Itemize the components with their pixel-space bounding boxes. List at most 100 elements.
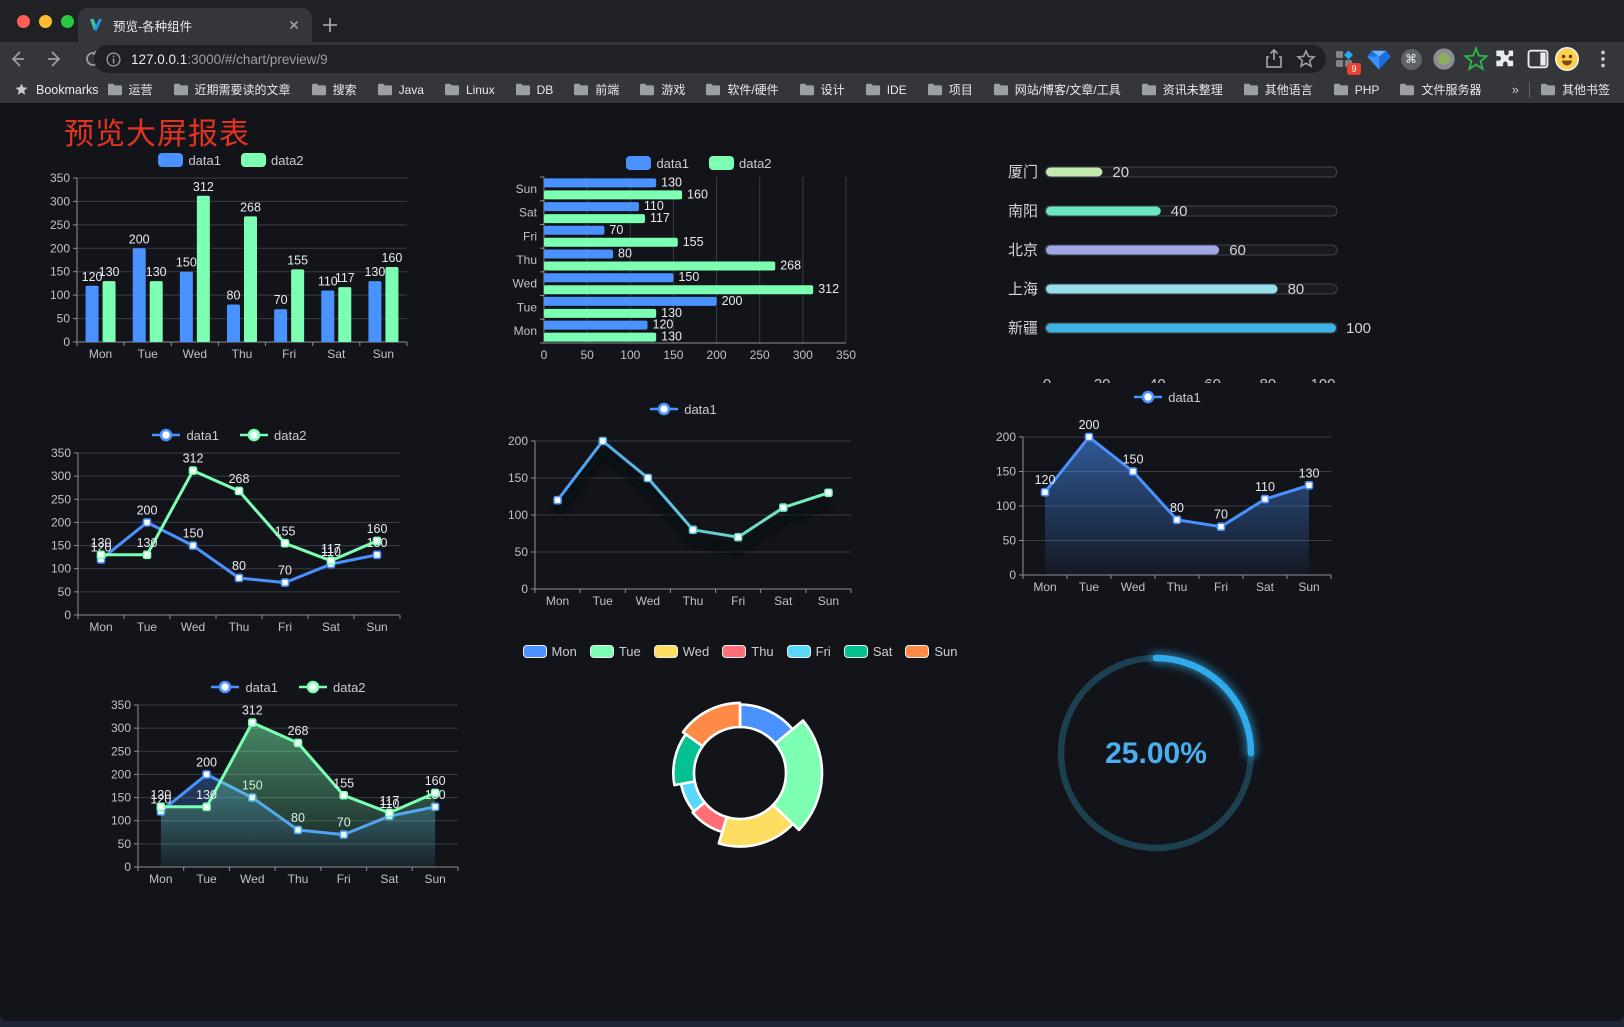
browser-tab[interactable]: 预览-各种组件	[78, 8, 312, 42]
bookmark-folder[interactable]: 网站/博客/文章/工具	[993, 81, 1121, 98]
bookmarks-star-icon[interactable]	[14, 82, 29, 97]
legend-item-data1[interactable]: data1	[626, 156, 689, 171]
legend-item-Sun[interactable]: Sun	[905, 644, 957, 659]
svg-text:50: 50	[515, 545, 529, 559]
legend-item-Sat[interactable]: Sat	[843, 644, 892, 659]
svg-text:Thu: Thu	[1167, 580, 1188, 594]
svg-text:150: 150	[1123, 453, 1144, 467]
legend-item-Fri[interactable]: Fri	[786, 644, 831, 659]
legend-item-Tue[interactable]: Tue	[589, 644, 641, 659]
bookmark-folder[interactable]: 前端	[573, 81, 619, 98]
legend-item-data2[interactable]: data2	[241, 153, 304, 168]
svg-text:200: 200	[51, 515, 71, 529]
tab-groups-extension-icon[interactable]: 9	[1331, 46, 1361, 75]
back-icon[interactable]	[6, 47, 28, 71]
bookmark-folder[interactable]: 搜索	[311, 81, 357, 98]
rose-donut-plot	[672, 701, 824, 848]
svg-text:50: 50	[58, 585, 72, 599]
new-tab-button[interactable]	[318, 13, 342, 37]
bookmark-folder[interactable]: 项目	[927, 81, 973, 98]
svg-text:20: 20	[1112, 164, 1129, 181]
bookmark-folder[interactable]: 文件服务器	[1399, 81, 1481, 98]
svg-text:Sun: Sun	[516, 182, 537, 196]
svg-text:150: 150	[508, 471, 528, 485]
legend-swatch	[522, 644, 547, 658]
svg-text:130: 130	[1299, 466, 1320, 480]
extensions-puzzle-icon[interactable]	[1493, 46, 1519, 72]
line-chart-two-series: data1 data2 0 50 100 150 200 250 300 350 Mon Tue Wed…	[46, 425, 412, 637]
svg-text:Mon: Mon	[546, 594, 569, 608]
legend-item-data1[interactable]: data1	[210, 680, 278, 695]
legend-item-data1[interactable]: data1	[1133, 390, 1201, 405]
svg-text:130: 130	[91, 536, 112, 550]
minimize-window-button[interactable]	[39, 15, 52, 28]
bookmark-folder-label: 运营	[128, 83, 153, 97]
svg-text:Tue: Tue	[517, 300, 538, 314]
bookmarks-overflow-chevron[interactable]: »	[1511, 82, 1519, 97]
svg-text:130: 130	[661, 330, 682, 344]
legend-line-marker	[152, 428, 181, 442]
other-bookmarks-folder[interactable]: 其他书签	[1540, 81, 1610, 98]
tab-close-icon[interactable]	[286, 17, 302, 33]
line-series-data1	[553, 436, 833, 553]
svg-text:250: 250	[750, 348, 770, 362]
bookmark-folder[interactable]: 运营	[107, 81, 153, 98]
bookmark-folder[interactable]: 其他语言	[1243, 81, 1313, 98]
svg-text:130: 130	[150, 788, 171, 802]
browser-menu-icon[interactable]	[1590, 46, 1616, 72]
bookmark-folder[interactable]: Java	[377, 83, 424, 97]
bookmark-folder-label: 其他语言	[1264, 83, 1313, 97]
bookmark-folder[interactable]: IDE	[865, 83, 907, 97]
bookmark-folder-label: 项目	[948, 83, 973, 97]
area-two-series-plot: 0 50 100 150 200 250 300 350 Mon Tue Wed Thu Fri Sat S…	[111, 698, 459, 886]
bookmark-star-icon[interactable]	[1294, 47, 1318, 71]
svg-text:155: 155	[287, 253, 308, 267]
legend-item-data1[interactable]: data1	[158, 153, 221, 168]
legend-item-Mon[interactable]: Mon	[522, 644, 577, 659]
legend-item-data1[interactable]: data1	[151, 428, 219, 443]
bookmark-folder[interactable]: 游戏	[639, 81, 685, 98]
legend-item-data2[interactable]: data2	[298, 680, 366, 695]
bookmark-folder[interactable]: 近期需要读的文章	[173, 81, 291, 98]
svg-text:312: 312	[183, 452, 204, 466]
forward-icon[interactable]	[44, 47, 66, 71]
legend-swatch	[905, 644, 930, 658]
legend-item-data2[interactable]: data2	[709, 156, 772, 171]
bookmark-folder-label: 设计	[820, 83, 845, 97]
bookmark-folder[interactable]: 资讯未整理	[1141, 81, 1223, 98]
legend-label: data1	[186, 427, 219, 443]
site-info-icon[interactable]	[106, 51, 121, 67]
folder-icon	[706, 83, 721, 96]
svg-text:50: 50	[57, 312, 71, 326]
folder-icon	[574, 83, 589, 96]
folder-icon	[799, 83, 814, 96]
command-extension-icon[interactable]: ⌘	[1398, 46, 1424, 72]
close-window-button[interactable]	[17, 15, 30, 28]
bookmarks-bar: Bookmarks 运营 近期需要读的文章 搜索 Java Linux DB 前端 游戏 软件/…	[0, 76, 1624, 103]
svg-text:150: 150	[678, 270, 699, 284]
share-icon[interactable]	[1262, 47, 1286, 71]
legend-item-data2[interactable]: data2	[239, 428, 307, 443]
legend-item-data1[interactable]: data1	[649, 402, 717, 417]
bookmark-folder[interactable]: Linux	[444, 83, 495, 97]
browser-toolbar: 127.0.0.1:3000/#/chart/preview/9 9 ⌘	[0, 42, 1624, 76]
svg-text:100: 100	[51, 562, 71, 576]
green-star-extension-icon[interactable]	[1463, 46, 1489, 72]
recorder-extension-icon[interactable]	[1431, 46, 1457, 72]
svg-text:0: 0	[1009, 568, 1016, 582]
bookmark-folder[interactable]: 设计	[799, 81, 845, 98]
address-bar[interactable]: 127.0.0.1:3000/#/chart/preview/9	[94, 45, 1326, 73]
fullscreen-window-button[interactable]	[61, 15, 74, 28]
svg-text:100: 100	[111, 814, 131, 828]
side-panel-icon[interactable]	[1525, 46, 1551, 72]
bookmark-folder[interactable]: PHP	[1333, 83, 1379, 97]
bookmark-folder[interactable]: 软件/硬件	[705, 81, 779, 98]
svg-text:Thu: Thu	[229, 620, 250, 634]
profile-avatar[interactable]	[1554, 46, 1580, 72]
legend-item-Thu[interactable]: Thu	[722, 644, 774, 659]
bookmark-folder[interactable]: DB	[515, 83, 553, 97]
legend-item-Wed[interactable]: Wed	[653, 644, 709, 659]
chart-legend: data1 data2	[45, 150, 417, 170]
gem-extension-icon[interactable]	[1366, 46, 1392, 72]
svg-text:160: 160	[425, 774, 446, 788]
